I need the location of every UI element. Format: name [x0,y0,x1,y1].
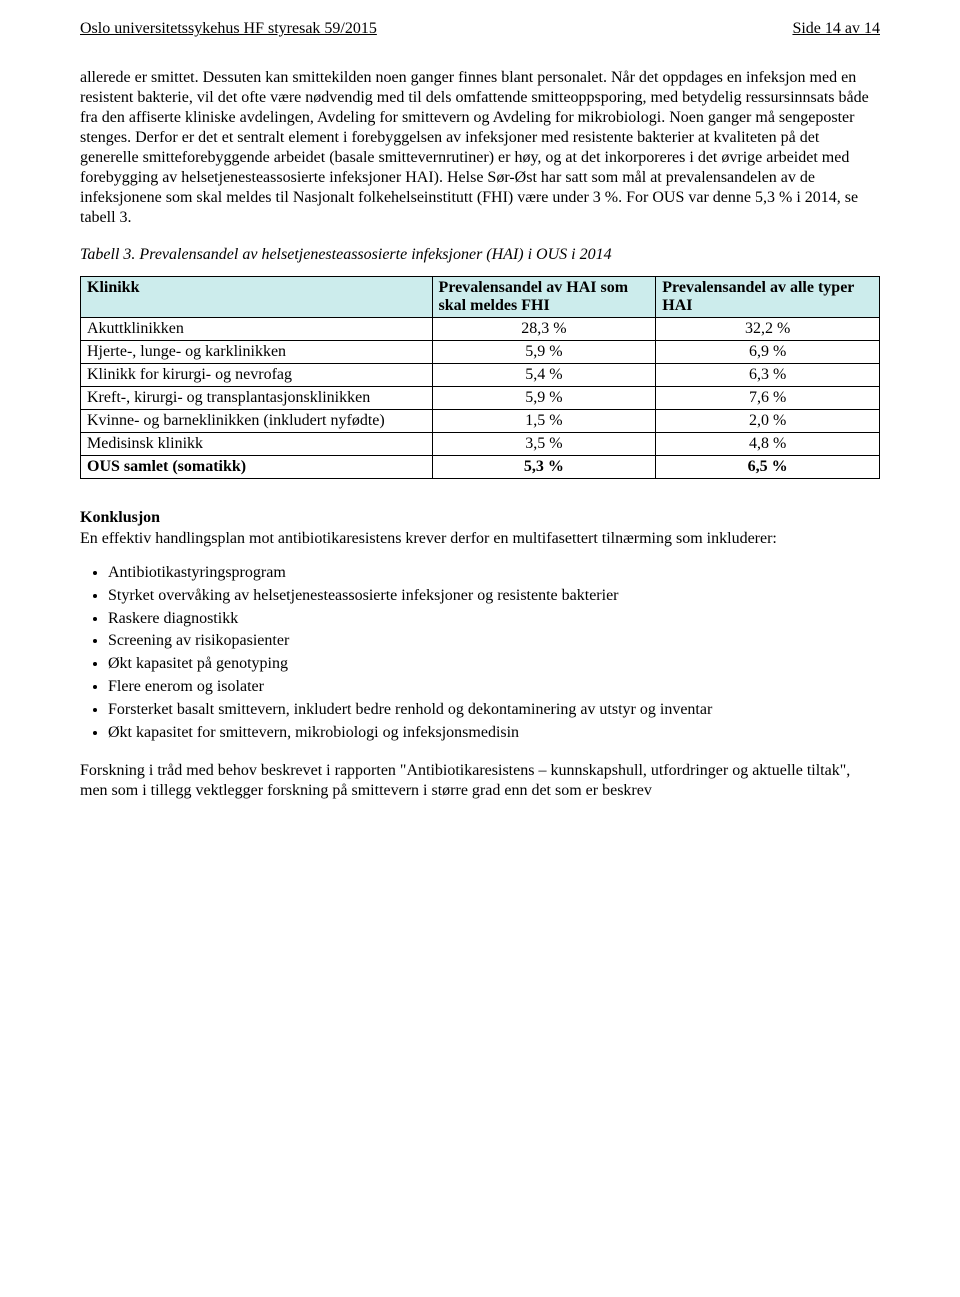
table-cell: Hjerte-, lunge- og karklinikken [81,341,433,364]
table-cell: 3,5 % [432,433,656,456]
table-cell: OUS samlet (somatikk) [81,456,433,479]
table-cell: 6,5 % [656,456,880,479]
table-cell: Klinikk for kirurgi- og nevrofag [81,364,433,387]
list-item: Styrket overvåking av helsetjenesteassos… [108,586,880,607]
table-row: Hjerte-, lunge- og karklinikken5,9 %6,9 … [81,341,880,364]
conclusion-intro: En effektiv handlingsplan mot antibiotik… [80,529,880,549]
table-cell: 2,0 % [656,410,880,433]
paragraph-main: allerede er smittet. Dessuten kan smitte… [80,68,880,228]
table-cell: 5,3 % [432,456,656,479]
list-item: Antibiotikastyringsprogram [108,563,880,584]
table-body: Akuttklinikken28,3 %32,2 %Hjerte-, lunge… [81,318,880,479]
document-page: Oslo universitetssykehus HF styresak 59/… [0,0,960,859]
table-cell: Akuttklinikken [81,318,433,341]
list-item: Økt kapasitet på genotyping [108,654,880,675]
table-row: Kvinne- og barneklinikken (inkludert nyf… [81,410,880,433]
table-cell: 28,3 % [432,318,656,341]
closing-paragraph: Forskning i tråd med behov beskrevet i r… [80,761,880,801]
list-item: Flere enerom og isolater [108,677,880,698]
page-header: Oslo universitetssykehus HF styresak 59/… [80,20,880,38]
table-cell: Medisinsk klinikk [81,433,433,456]
table-cell: 5,4 % [432,364,656,387]
list-item: Forsterket basalt smittevern, inkludert … [108,700,880,721]
table-cell: 5,9 % [432,387,656,410]
hai-table: Klinikk Prevalensandel av HAI som skal m… [80,276,880,479]
table-row: Medisinsk klinikk3,5 %4,8 % [81,433,880,456]
table-cell: 32,2 % [656,318,880,341]
table-caption: Tabell 3. Prevalensandel av helsetjenest… [80,246,880,264]
table-header-row: Klinikk Prevalensandel av HAI som skal m… [81,277,880,318]
table-row: Kreft-, kirurgi- og transplantasjonsklin… [81,387,880,410]
list-item: Raskere diagnostikk [108,609,880,630]
table-header-cell: Klinikk [81,277,433,318]
conclusion-heading: Konklusjon [80,509,880,527]
table-cell: 6,9 % [656,341,880,364]
table-header-cell: Prevalensandel av alle typer HAI [656,277,880,318]
table-cell: Kvinne- og barneklinikken (inkludert nyf… [81,410,433,433]
table-cell: 5,9 % [432,341,656,364]
list-item: Økt kapasitet for smittevern, mikrobiolo… [108,723,880,744]
table-row: Klinikk for kirurgi- og nevrofag5,4 %6,3… [81,364,880,387]
table-row: OUS samlet (somatikk)5,3 %6,5 % [81,456,880,479]
header-right: Side 14 av 14 [792,20,880,38]
conclusion-section: Konklusjon En effektiv handlingsplan mot… [80,509,880,743]
table-cell: Kreft-, kirurgi- og transplantasjonsklin… [81,387,433,410]
table-cell: 6,3 % [656,364,880,387]
conclusion-list: AntibiotikastyringsprogramStyrket overvå… [80,563,880,743]
header-left: Oslo universitetssykehus HF styresak 59/… [80,20,377,38]
table-row: Akuttklinikken28,3 %32,2 % [81,318,880,341]
table-cell: 4,8 % [656,433,880,456]
table-cell: 1,5 % [432,410,656,433]
table-header-cell: Prevalensandel av HAI som skal meldes FH… [432,277,656,318]
list-item: Screening av risikopasienter [108,631,880,652]
table-cell: 7,6 % [656,387,880,410]
